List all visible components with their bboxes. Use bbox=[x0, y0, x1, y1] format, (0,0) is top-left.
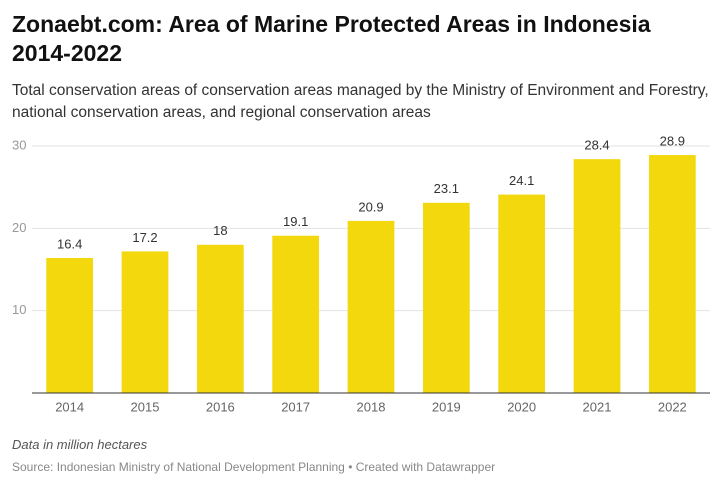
note: Data in million hectares bbox=[12, 437, 148, 452]
value-label: 19.1 bbox=[283, 214, 308, 229]
bar bbox=[422, 202, 470, 393]
y-tick-label: 10 bbox=[12, 302, 26, 317]
value-label: 23.1 bbox=[434, 181, 459, 196]
bar bbox=[347, 220, 395, 393]
x-tick-label: 2016 bbox=[206, 399, 235, 414]
source: Source: Indonesian Ministry of National … bbox=[12, 460, 496, 474]
value-label: 28.4 bbox=[584, 138, 609, 153]
bar bbox=[121, 251, 169, 393]
bar bbox=[196, 244, 244, 393]
chart-title: Zonaebt.com: Area of Marine Protected Ar… bbox=[12, 11, 651, 66]
bar bbox=[498, 194, 546, 393]
bar bbox=[648, 155, 696, 393]
value-label: 16.4 bbox=[57, 236, 82, 251]
x-tick-label: 2020 bbox=[507, 399, 536, 414]
value-label: 28.9 bbox=[660, 133, 685, 148]
value-label: 20.9 bbox=[358, 199, 383, 214]
x-tick-label: 2015 bbox=[131, 399, 160, 414]
x-tick-label: 2014 bbox=[55, 399, 84, 414]
x-tick-label: 2019 bbox=[432, 399, 461, 414]
y-tick-label: 20 bbox=[12, 220, 26, 235]
value-label: 17.2 bbox=[132, 230, 157, 245]
chart-subtitle: Total conservation areas of conservation… bbox=[12, 82, 709, 121]
x-tick-label: 2017 bbox=[281, 399, 310, 414]
x-tick-label: 2022 bbox=[658, 399, 687, 414]
x-tick-label: 2018 bbox=[357, 399, 386, 414]
y-tick-label: 30 bbox=[12, 137, 26, 152]
x-tick-label: 2021 bbox=[583, 399, 612, 414]
value-label: 18 bbox=[213, 223, 227, 238]
bar bbox=[573, 159, 621, 393]
bar bbox=[272, 235, 320, 393]
value-label: 24.1 bbox=[509, 173, 534, 188]
bar bbox=[46, 257, 94, 393]
